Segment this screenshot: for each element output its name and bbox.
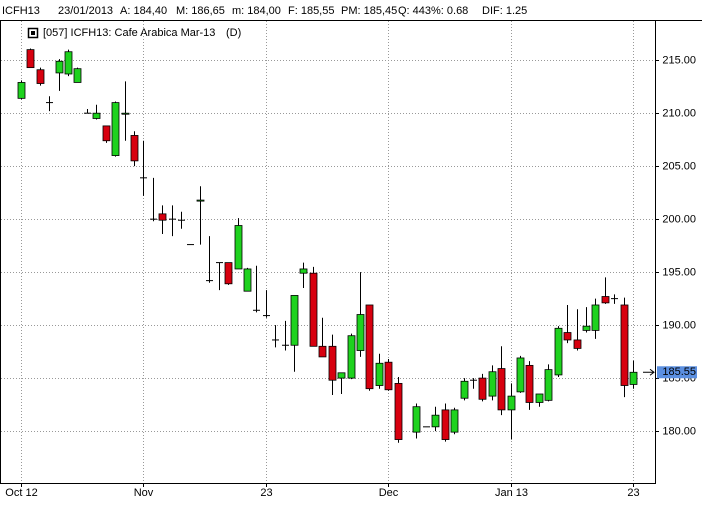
x-tick-label: Nov [134, 487, 154, 499]
candle-body [121, 112, 130, 115]
candle-body [478, 377, 487, 400]
candle-body [591, 304, 600, 331]
candle-body [347, 335, 356, 379]
candle-body [224, 262, 233, 285]
chart-period: (D) [226, 27, 241, 39]
y-tick-label: 190.00 [662, 319, 696, 331]
candle-body [26, 49, 35, 69]
header-field: F: 185,55 [288, 5, 334, 17]
header-field: A: 184,40 [120, 5, 167, 17]
header-field: ICFH13 [2, 5, 40, 17]
candle-body [243, 268, 252, 292]
candle-body [375, 362, 384, 386]
candle-body [36, 69, 45, 84]
candle-body [337, 372, 346, 379]
candle-body [629, 371, 638, 385]
candle-body [516, 357, 525, 393]
y-tick-label: 215.00 [662, 54, 696, 66]
candle-body [299, 268, 308, 274]
candle-body [507, 395, 516, 411]
candle-body [92, 112, 101, 119]
candle-body [573, 339, 582, 349]
y-tick-label: 205.00 [662, 160, 696, 172]
candle-body [73, 68, 82, 83]
x-tick-label: 23 [260, 487, 272, 499]
candle-body [460, 380, 469, 399]
x-tick-label: Dec [379, 487, 399, 499]
x-tick-label: 23 [627, 487, 639, 499]
header-field: %: 0.68 [431, 5, 468, 17]
candle-body [412, 406, 421, 433]
candle-body [535, 393, 544, 403]
candle-body [130, 135, 139, 162]
y-tick-label: 200.00 [662, 213, 696, 225]
candle-body [544, 369, 553, 401]
candle-body [55, 60, 64, 74]
candle-body [431, 414, 440, 428]
x-tick-label: Jan 13 [495, 487, 528, 499]
candle-body [102, 125, 111, 142]
header-field: PM: 185,45 [341, 5, 397, 17]
candle-body [582, 325, 591, 331]
candle-body [620, 304, 629, 386]
candle-body [365, 304, 374, 390]
y-tick-label: 180.00 [662, 425, 696, 437]
candle-body [111, 102, 120, 156]
candle-body [497, 368, 506, 411]
chart-title: [057] ICFH13: Cafe Arabica Mar-13 [43, 27, 215, 39]
last-price-box [657, 366, 697, 379]
plot-frame [0, 20, 656, 484]
candle-body [328, 345, 337, 381]
candle-body [309, 272, 318, 347]
header-field: M: 186,65 [176, 5, 225, 17]
candle-body [318, 345, 327, 358]
candle-body [290, 295, 299, 346]
candle-body [525, 364, 534, 403]
candle-body [64, 51, 73, 75]
candle-body [394, 382, 403, 440]
candle-body [554, 327, 563, 376]
header-field: 23/01/2013 [58, 5, 113, 17]
candle-body [488, 371, 497, 397]
candle-body [450, 409, 459, 433]
candle-body [563, 332, 572, 341]
last-price-arrow [643, 368, 655, 376]
candle-body [158, 213, 167, 221]
last-price-label: 185.55 [662, 366, 696, 378]
candle-body [601, 296, 610, 304]
y-tick-label: 195.00 [662, 266, 696, 278]
header-field: m: 184,00 [232, 5, 281, 17]
header-field: DIF: 1.25 [482, 5, 527, 17]
legend-icon-dot [31, 31, 35, 35]
candle-body [196, 199, 205, 202]
y-tick-label: 210.00 [662, 107, 696, 119]
candle-body [356, 314, 365, 351]
x-tick-label: Oct 12 [5, 487, 37, 499]
header-field: Q: 443 [398, 5, 431, 17]
candle-body [384, 361, 393, 391]
candle-body [17, 82, 26, 99]
candle-body [234, 225, 243, 270]
candle-body [441, 409, 450, 440]
